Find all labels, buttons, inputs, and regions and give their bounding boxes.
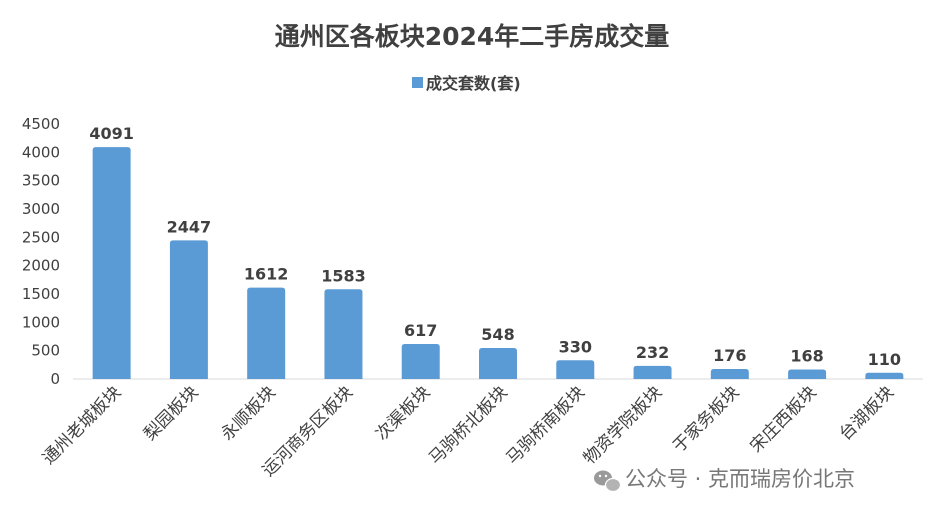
bar [865,372,904,379]
y-tick-label: 1500 [22,285,60,303]
wechat-icon [594,470,622,493]
value-labels: 4091 2447 1612 1583 617 548 330 232 176 168 110 [89,124,901,369]
y-axis: 0 500 1000 1500 2000 2500 3000 3500 4000 4500 [22,115,60,388]
bar-value-label: 110 [868,350,901,369]
y-tick-label: 4000 [22,143,60,161]
watermark-text: 公众号 · 克而瑞房价北京 [625,467,855,491]
bar-value-label: 1612 [244,265,289,284]
x-tick-label: 台湖板块 [836,382,898,444]
y-tick-label: 4500 [22,115,60,133]
bar-value-label: 176 [713,346,746,365]
bar-value-label: 4091 [89,124,134,143]
bar [556,360,595,379]
legend-label: 成交套数(套) [426,74,521,93]
x-tick-label: 次渠板块 [372,382,434,444]
bar-value-label: 617 [404,321,437,340]
bar-value-label: 2447 [167,217,212,236]
bar [633,365,672,379]
bar-value-label: 232 [636,343,669,362]
y-tick-label: 3500 [22,172,60,190]
x-tick-label: 永顺板块 [217,382,279,444]
bar [479,347,517,379]
x-tick-label: 宋庄西板块 [746,382,820,456]
bars [92,147,904,379]
bar [92,147,131,379]
watermark: 公众号 · 克而瑞房价北京 [594,467,855,493]
bar [324,289,363,379]
legend: 成交套数(套) [412,74,521,93]
bar [788,369,827,379]
x-tick-label: 梨园板块 [140,382,202,444]
y-tick-label: 2000 [22,257,60,275]
y-tick-label: 3000 [22,200,60,218]
x-tick-label: 马驹桥南板块 [503,382,589,468]
x-tick-label: 马驹桥北板块 [425,382,511,468]
bar [401,344,440,379]
chart-title: 通州区各板块2024年二手房成交量 [275,22,670,51]
y-tick-label: 500 [31,342,60,360]
bar-value-label: 330 [559,337,592,356]
y-tick-label: 1000 [22,313,60,331]
x-tick-label: 通州老城板块 [39,382,125,468]
bar-value-label: 1583 [321,266,366,285]
y-tick-label: 2500 [22,228,60,246]
x-tick-label: 于家务板块 [669,382,743,456]
bar-value-label: 168 [790,346,823,365]
legend-swatch [412,77,423,88]
x-tick-label: 物资学院板块 [580,382,666,468]
y-tick-label: 0 [50,370,60,388]
bar [169,240,208,379]
bar [710,369,749,379]
bar [247,287,286,379]
bar-value-label: 548 [481,325,514,344]
